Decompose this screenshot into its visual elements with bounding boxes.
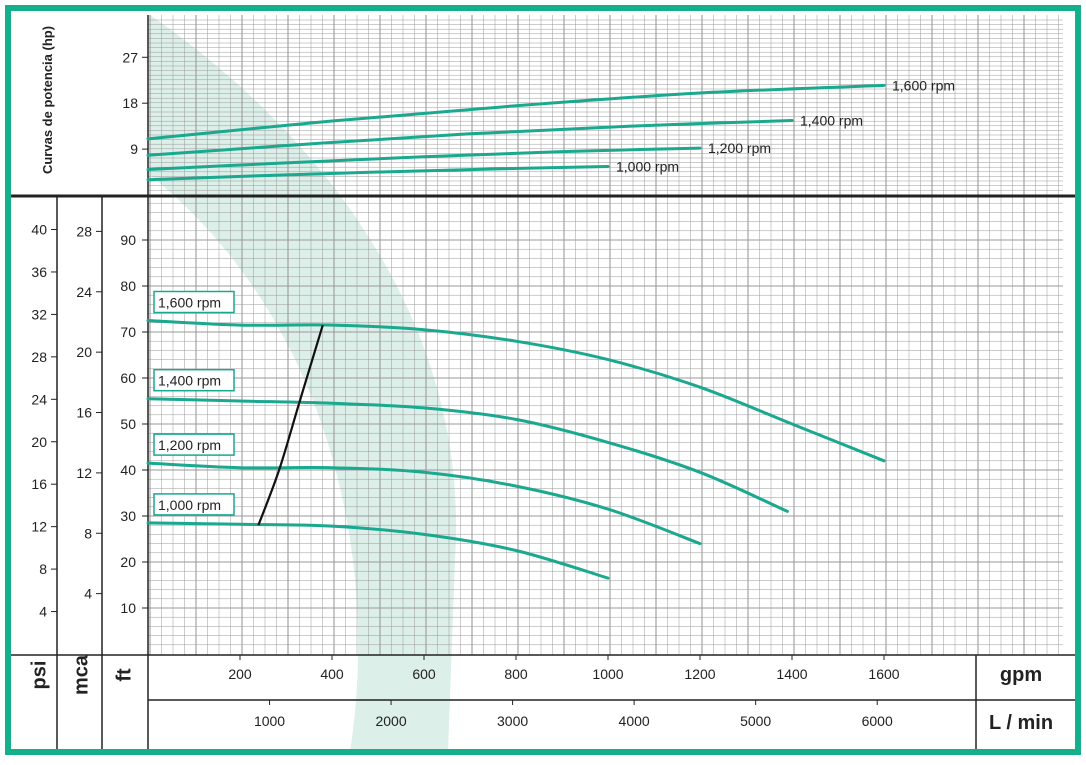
- outer-frame: [5, 5, 1081, 755]
- head-curve-label-box: [153, 493, 235, 516]
- gpm-xtick-label: 200: [228, 666, 252, 682]
- power-curve-label: 1,600 rpm: [892, 77, 955, 93]
- gpm-xtick-label: 1600: [868, 666, 899, 682]
- power-curve: [146, 83, 886, 141]
- labels: 1,600 rpm 1,400 rpm 1,200 rpm 1,000 rpm 1,60…: [153, 77, 955, 516]
- gpm-xtick-label: 600: [412, 666, 436, 682]
- head-curve: [146, 521, 610, 580]
- mca-ytick-label: 16: [76, 405, 92, 421]
- gpm-xtick-label: 800: [504, 666, 528, 682]
- gpm-xtick-label: 400: [320, 666, 344, 682]
- ft-ytick-label: 40: [120, 462, 136, 478]
- head-curve-label: 1,000 rpm: [158, 497, 221, 513]
- psi-ytick-label: 12: [31, 519, 47, 535]
- head-curve: [146, 397, 789, 513]
- psi-ytick-label: 36: [31, 264, 47, 280]
- psi-ytick-label: 16: [31, 476, 47, 492]
- head-curve: [146, 461, 702, 546]
- power-ytick-label: 9: [130, 141, 138, 157]
- curves: [146, 83, 886, 580]
- power-axis-label: Curvas de potencia (hp): [40, 26, 55, 174]
- psi-ytick-label: 20: [31, 434, 47, 450]
- lmin-xtick-label: 1000: [254, 713, 285, 729]
- unit-lmin-label: L / min: [989, 712, 1053, 734]
- head-curve-label: 1,600 rpm: [158, 295, 221, 311]
- ft-ytick-label: 70: [120, 324, 136, 340]
- gpm-xtick-label: 1200: [684, 666, 715, 682]
- power-curve: [146, 119, 794, 157]
- mca-ytick-label: 20: [76, 344, 92, 360]
- mca-ytick-label: 28: [76, 223, 92, 239]
- unit-ft-label: ft: [113, 668, 135, 682]
- psi-ytick-label: 32: [31, 306, 47, 322]
- head-curve-label: 1,400 rpm: [158, 373, 221, 389]
- ft-ytick-label: 10: [120, 600, 136, 616]
- lmin-xtick-label: 3000: [497, 713, 528, 729]
- head-curve-label-box: [153, 368, 235, 392]
- ft-ytick-label: 80: [120, 278, 136, 294]
- mca-ytick-label: 8: [84, 525, 92, 541]
- power-curve-label: 1,200 rpm: [708, 140, 771, 156]
- head-curve-label: 1,200 rpm: [158, 437, 221, 453]
- head-curve-label-box: [153, 433, 235, 456]
- lmin-xtick-label: 4000: [619, 713, 650, 729]
- psi-ytick-label: 28: [31, 349, 47, 365]
- power-curve-label: 1,400 rpm: [800, 113, 863, 129]
- psi-ytick-label: 4: [39, 604, 47, 620]
- limit-line: [257, 324, 324, 526]
- axis-ticks: 9 18 27 10 20 30 40 50 60 70 80 90 4 8 12 16 20 24 28 4 8 12 1…: [31, 49, 899, 729]
- power-curve-label: 1,000 rpm: [616, 158, 679, 174]
- power-curve: [146, 164, 610, 182]
- mca-ytick-label: 12: [76, 465, 92, 481]
- ft-ytick-label: 30: [120, 508, 136, 524]
- power-ytick-label: 18: [122, 95, 138, 111]
- power-curve: [146, 146, 702, 171]
- unit-gpm-label: gpm: [1000, 664, 1042, 686]
- head-curve: [146, 319, 886, 463]
- lmin-xtick-label: 5000: [740, 713, 771, 729]
- psi-ytick-label: 40: [31, 222, 47, 238]
- mca-ytick-label: 4: [84, 586, 92, 602]
- ft-ytick-label: 50: [120, 416, 136, 432]
- lmin-xtick-label: 2000: [375, 713, 406, 729]
- ft-ytick-label: 60: [120, 370, 136, 386]
- psi-ytick-label: 24: [31, 391, 47, 407]
- psi-ytick-label: 8: [39, 561, 47, 577]
- head-curve-label-box: [153, 290, 235, 314]
- power-ytick-label: 27: [122, 49, 138, 65]
- ft-ytick-label: 20: [120, 554, 136, 570]
- unit-mca-label: mca: [70, 654, 92, 695]
- unit-psi-label: psi: [28, 661, 50, 690]
- ft-ytick-label: 90: [120, 232, 136, 248]
- mca-ytick-label: 24: [76, 284, 92, 300]
- lmin-xtick-label: 6000: [862, 713, 893, 729]
- gpm-xtick-label: 1400: [776, 666, 807, 682]
- grid-lines: [148, 15, 1063, 655]
- gpm-xtick-label: 1000: [592, 666, 623, 682]
